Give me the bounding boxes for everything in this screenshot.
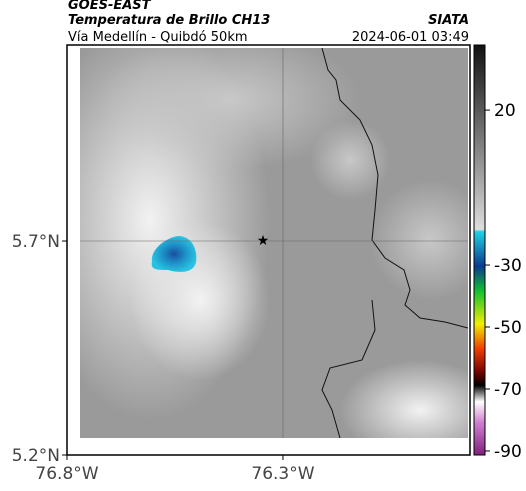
map-frame (66, 44, 471, 456)
y-tick-label: 5.2°N (12, 446, 60, 466)
svg-text:★: ★ (257, 233, 270, 249)
agency: SIATA (428, 13, 469, 28)
subtitle: Vía Medellín - Quibdó 50km (68, 30, 248, 45)
colorbar-tick-label: 20 (494, 101, 516, 121)
colorbar-tick-label: -30 (494, 256, 522, 276)
imagery: ★ (80, 48, 468, 438)
source: GOES-EAST (68, 0, 152, 13)
timestamp: 2024-06-01 03:49 (352, 30, 469, 45)
x-tick-label: 76.3°W (251, 464, 314, 484)
colorbar (473, 44, 486, 456)
colorbar-tick-label: -70 (494, 380, 522, 400)
x-tick-label: 76.8°W (35, 464, 98, 484)
title: Temperatura de Brillo CH13 (68, 13, 270, 28)
colorbar-tick-label: -50 (494, 318, 522, 338)
colorbar-tick-label: -90 (494, 442, 522, 462)
y-tick-label: 5.7°N (12, 232, 60, 252)
